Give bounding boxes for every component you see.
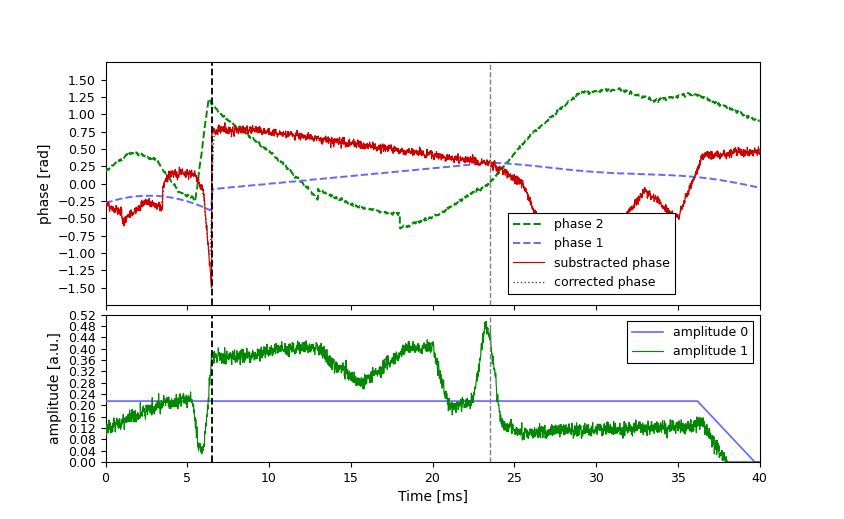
phase 1	[376, 170, 386, 176]
Line: corrected phase: corrected phase	[106, 129, 760, 285]
amplitude 0	[376, 398, 386, 404]
Legend: phase 2, phase 1, substracted phase, corrected phase: phase 2, phase 1, substracted phase, cor…	[508, 213, 675, 294]
Line: substracted phase: substracted phase	[106, 122, 760, 288]
phase 2	[755, 118, 765, 125]
phase 1	[488, 160, 498, 166]
corrected phase	[702, 151, 712, 157]
corrected phase	[755, 148, 765, 155]
phase 2	[376, 209, 386, 215]
phase 2	[381, 209, 391, 215]
substracted phase	[702, 149, 712, 155]
amplitude 1	[702, 433, 712, 439]
Line: phase 1: phase 1	[106, 163, 760, 210]
Line: amplitude 0: amplitude 0	[106, 401, 760, 462]
amplitude 0	[749, 459, 760, 465]
phase 2	[735, 109, 745, 115]
amplitude 0	[381, 398, 391, 404]
amplitude 1	[576, 423, 586, 429]
Legend: amplitude 0, amplitude 1: amplitude 0, amplitude 1	[627, 321, 754, 363]
amplitude 0	[100, 398, 111, 404]
phase 2	[411, 219, 421, 225]
Line: phase 2: phase 2	[106, 88, 760, 229]
amplitude 1	[376, 364, 386, 371]
corrected phase	[735, 148, 745, 155]
phase 1	[755, 185, 765, 191]
amplitude 0	[411, 398, 421, 404]
amplitude 1	[411, 344, 421, 350]
corrected phase	[566, 282, 576, 288]
phase 2	[614, 85, 625, 91]
phase 1	[411, 167, 421, 173]
phase 1	[205, 207, 215, 213]
substracted phase	[576, 263, 586, 269]
substracted phase	[735, 145, 745, 152]
amplitude 0	[702, 408, 712, 414]
substracted phase	[565, 285, 576, 291]
substracted phase	[381, 143, 391, 149]
amplitude 0	[755, 459, 765, 465]
phase 2	[100, 168, 111, 174]
X-axis label: Time [ms]: Time [ms]	[398, 490, 468, 504]
amplitude 1	[381, 365, 391, 371]
corrected phase	[219, 126, 230, 132]
substracted phase	[411, 147, 421, 153]
corrected phase	[100, 201, 111, 208]
amplitude 0	[734, 443, 744, 449]
phase 1	[100, 200, 111, 206]
substracted phase	[100, 204, 111, 211]
substracted phase	[755, 152, 765, 158]
amplitude 1	[720, 459, 730, 465]
phase 1	[702, 175, 712, 182]
amplitude 1	[481, 319, 491, 325]
corrected phase	[381, 145, 391, 151]
corrected phase	[576, 261, 586, 267]
phase 1	[576, 168, 586, 174]
corrected phase	[411, 149, 421, 156]
phase 2	[576, 89, 586, 95]
Line: amplitude 1: amplitude 1	[106, 322, 760, 462]
Y-axis label: amplitude [a.u.]: amplitude [a.u.]	[48, 332, 62, 444]
amplitude 0	[576, 398, 586, 404]
substracted phase	[219, 119, 230, 126]
substracted phase	[376, 143, 386, 149]
phase 1	[381, 170, 391, 176]
corrected phase	[376, 144, 386, 151]
amplitude 1	[100, 422, 111, 429]
Y-axis label: phase [rad]: phase [rad]	[38, 143, 51, 224]
phase 1	[735, 181, 745, 187]
phase 2	[395, 226, 405, 232]
phase 2	[702, 95, 712, 101]
amplitude 1	[755, 459, 765, 465]
amplitude 1	[735, 459, 745, 465]
